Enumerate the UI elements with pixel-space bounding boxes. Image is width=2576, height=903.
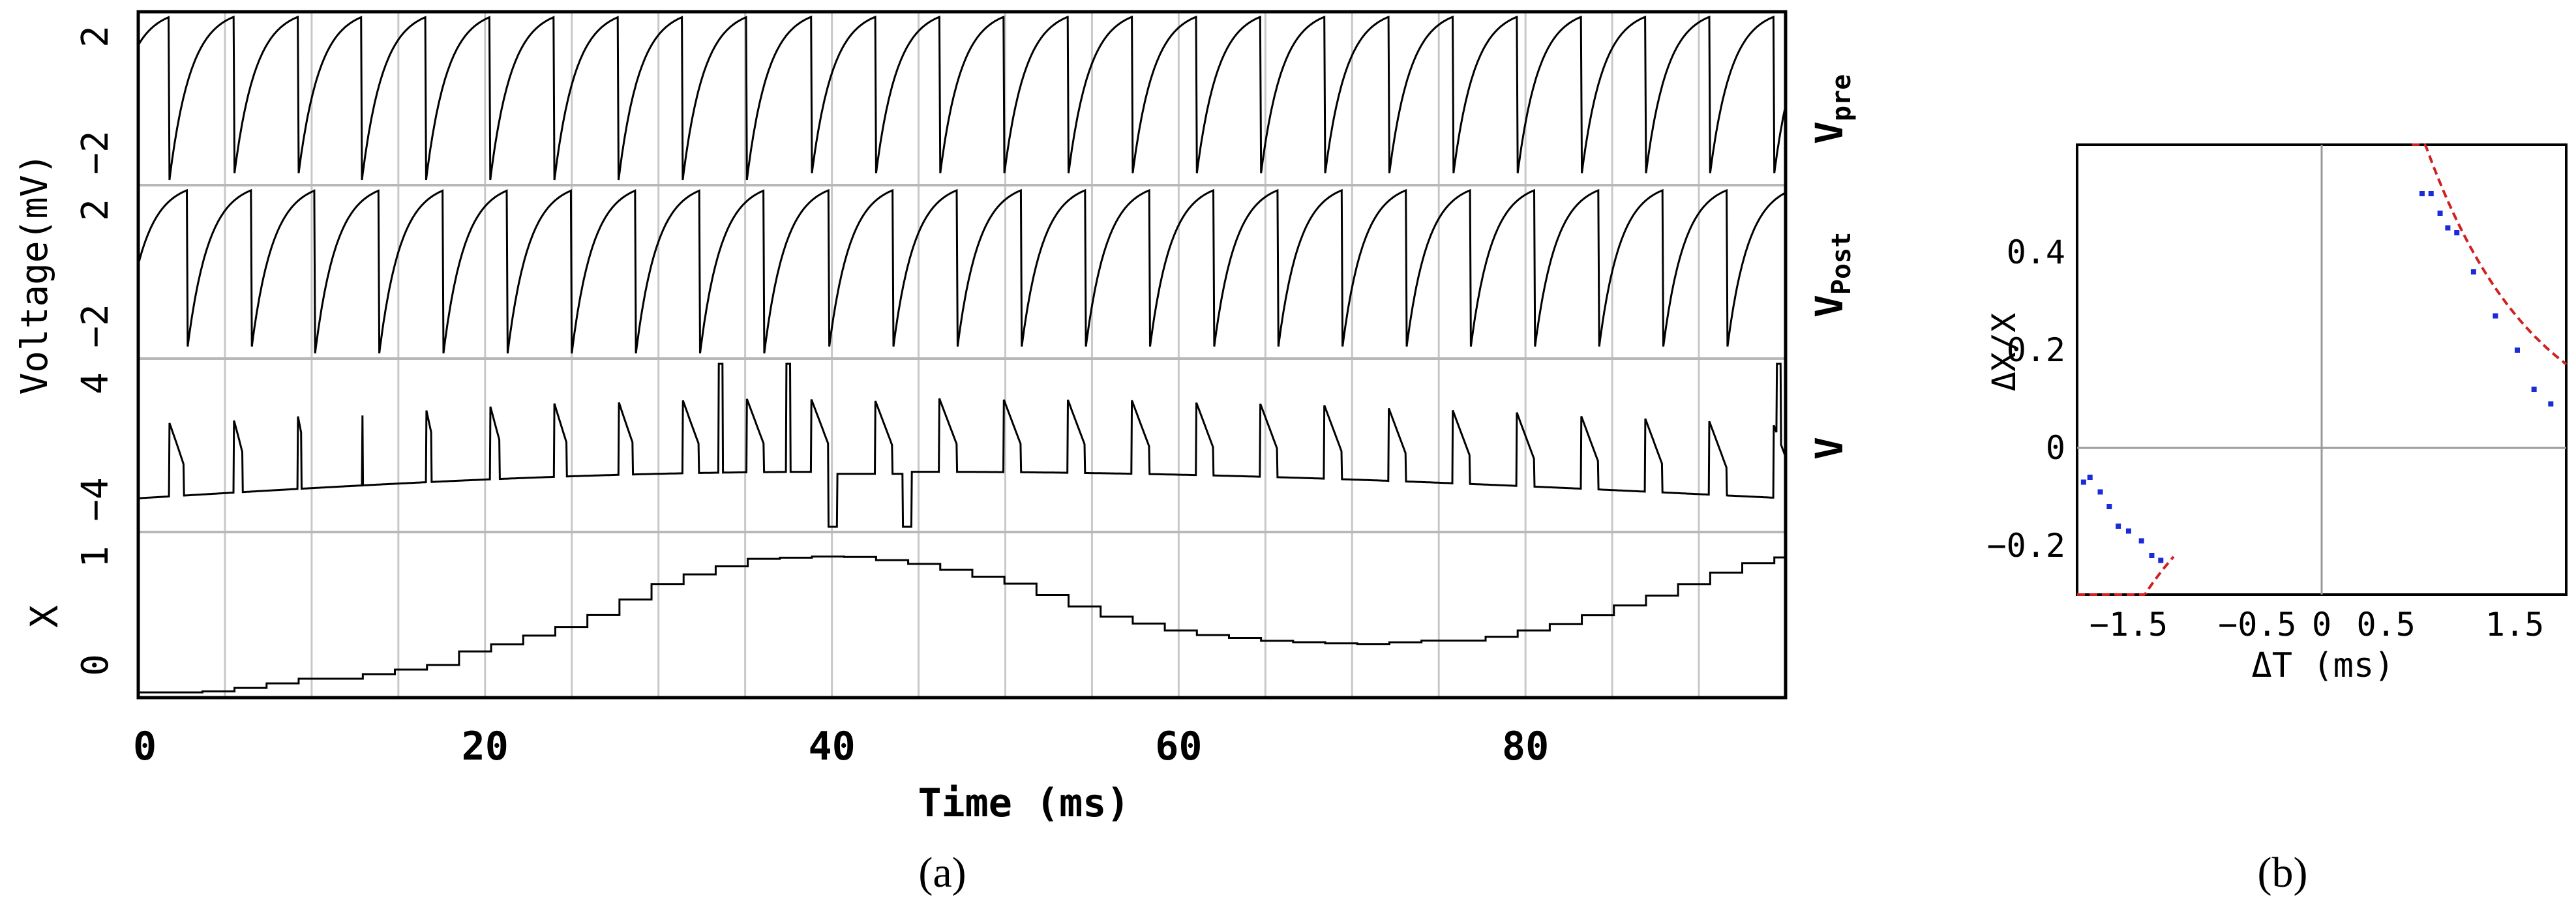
panel-a-border <box>136 10 1788 700</box>
trace-Vpre <box>137 15 1787 181</box>
panel-b-ytick: 0.2 <box>2007 331 2065 369</box>
data-point <box>2158 557 2164 563</box>
panel-a-ytick: 2 <box>74 25 117 48</box>
panel-a-xticks: 0 20 40 60 80 <box>133 724 1549 769</box>
panel-a-row-labels: 2 −2 Vpre 2 −2 VPost 4 −4 V 1 0 X <box>22 25 1857 676</box>
panel-b-ticks: −1.5 −0.5 0 0.5 1.5 0.4 0.2 0 −0.2 <box>1987 233 2545 644</box>
panel-b-xtick: 1.5 <box>2485 606 2544 644</box>
panel-a-caption: (a) <box>918 849 966 896</box>
panel-a-xtick: 0 <box>133 724 157 769</box>
panel-b-xlabel: ΔT (ms) <box>2251 646 2394 685</box>
panel-a-xlabel: Time (ms) <box>918 780 1130 826</box>
panel-a-ytick: −2 <box>74 130 117 174</box>
fit-curve-negative <box>2077 555 2175 596</box>
data-point <box>2087 475 2093 480</box>
panel-a-xtick: 20 <box>462 724 509 769</box>
data-point <box>2125 528 2131 534</box>
data-point <box>2470 269 2476 274</box>
data-point <box>2116 524 2121 529</box>
trace-V <box>137 363 1786 528</box>
panel-a-series-label: V <box>1807 437 1851 460</box>
data-point <box>2138 538 2144 544</box>
panel-b-ytick: 0 <box>2046 429 2065 467</box>
panel-a-ylabel: Voltage(mV) <box>14 153 56 395</box>
data-point <box>2080 479 2086 485</box>
panel-b-ylabel: ΔX/X <box>1985 313 2023 391</box>
data-point <box>2149 553 2155 558</box>
data-point <box>2531 387 2537 392</box>
panel-a-xtick: 40 <box>808 724 855 769</box>
data-point <box>2106 504 2112 509</box>
data-point <box>2097 489 2103 495</box>
panel-a-series-label: Vpre <box>1807 74 1857 144</box>
trace-VPost <box>137 188 1786 354</box>
data-point <box>2454 230 2460 235</box>
panel-b-caption: (b) <box>2258 849 2308 896</box>
data-point <box>2493 313 2498 319</box>
panel-b-points <box>2080 191 2554 563</box>
panel-b-xtick: 0.5 <box>2357 606 2416 644</box>
panel-b-frame <box>2076 143 2568 596</box>
panel-a-ytick: 0 <box>74 654 117 676</box>
panel-a-series-label: X <box>22 605 67 628</box>
data-point <box>2419 191 2425 196</box>
panel-a-traces <box>137 15 1787 694</box>
panel-b-fit-curve <box>2077 143 2568 596</box>
panel-a-frame <box>136 10 1788 700</box>
trace-X <box>138 555 1786 694</box>
panel-a-xtick: 80 <box>1502 724 1549 769</box>
data-point <box>2437 211 2443 216</box>
panel-a-xtick: 60 <box>1155 724 1202 769</box>
panel-b-ytick: −0.2 <box>1987 527 2065 565</box>
panel-a-ytick: −4 <box>74 477 117 521</box>
panel-b-ytick: 0.4 <box>2007 233 2065 271</box>
panel-a-series-label: VPost <box>1807 232 1857 318</box>
data-point <box>2428 191 2434 196</box>
data-point <box>2445 225 2451 231</box>
panel-a-ytick: 1 <box>74 546 117 568</box>
panel-a-ytick: 4 <box>74 372 117 394</box>
fit-curve-positive <box>2412 143 2568 366</box>
data-point <box>2515 348 2520 353</box>
data-point <box>2548 401 2554 407</box>
panel-a-ytick: −2 <box>74 304 117 348</box>
panel-a-gridlines <box>224 12 1700 698</box>
panel-b-xtick: −0.5 <box>2218 606 2296 644</box>
panel-a-ytick: 2 <box>74 199 117 221</box>
panel-b-xtick: 0 <box>2312 606 2331 644</box>
panel-b-xtick: −1.5 <box>2089 606 2168 644</box>
